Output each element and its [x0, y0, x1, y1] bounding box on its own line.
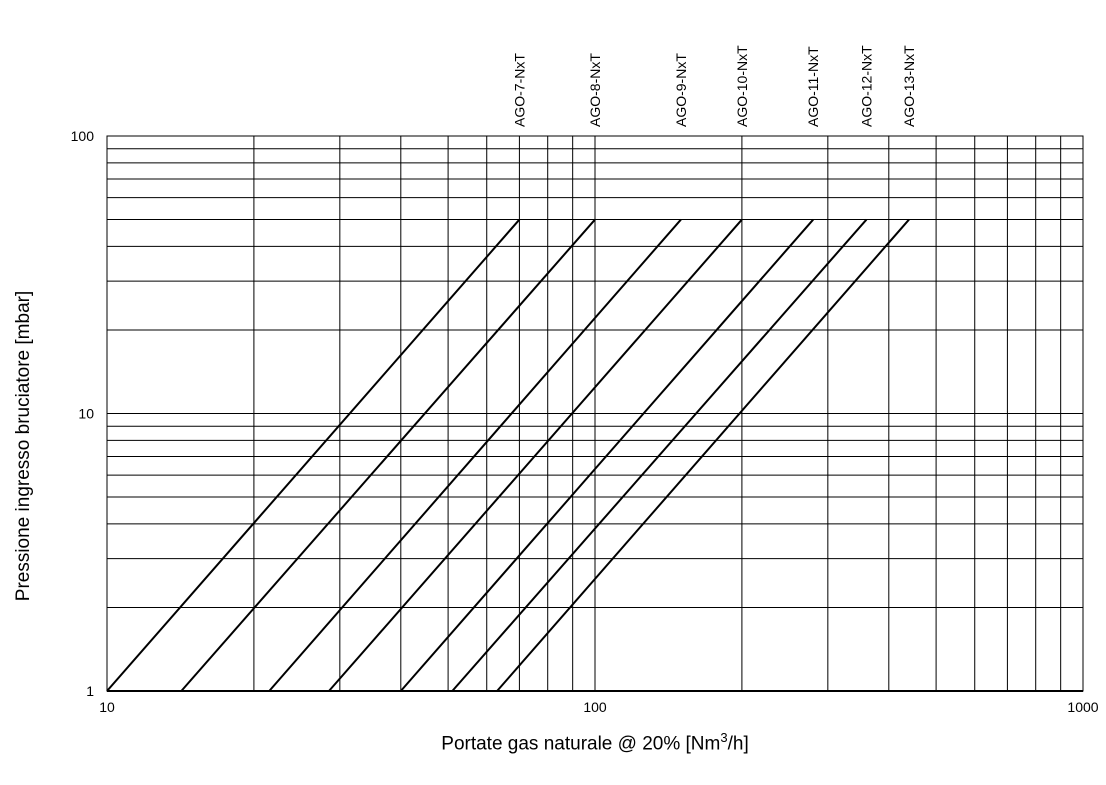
y-tick-label: 100 — [71, 128, 95, 144]
series-label-AGO-10-NxT: AGO-10-NxT — [734, 45, 750, 127]
series-lines — [106, 218, 910, 692]
series-line-AGO-8-NxT — [180, 218, 596, 692]
x-axis-title: Portate gas naturale @ 20% [Nm3/h] — [441, 730, 749, 755]
x-tick-label: 100 — [583, 699, 607, 715]
series-label-AGO-9-NxT: AGO-9-NxT — [673, 53, 689, 127]
series-label-AGO-13-NxT: AGO-13-NxT — [901, 45, 917, 127]
series-label-AGO-7-NxT: AGO-7-NxT — [511, 53, 527, 127]
tick-labels: 10 100 1000 1 10 100 — [71, 128, 1099, 715]
grid — [106, 135, 1084, 692]
x-tick-label: 10 — [99, 699, 115, 715]
series-labels: AGO-7-NxT AGO-8-NxT AGO-9-NxT AGO-10-NxT AGO… — [511, 45, 917, 127]
y-tick-label: 10 — [78, 406, 94, 422]
series-line-AGO-7-NxT — [106, 218, 521, 692]
x-tick-label: 1000 — [1067, 699, 1098, 715]
series-label-AGO-8-NxT: AGO-8-NxT — [587, 53, 603, 127]
series-line-AGO-9-NxT — [268, 218, 682, 692]
series-label-AGO-11-NxT: AGO-11-NxT — [805, 46, 821, 127]
series-line-AGO-11-NxT — [400, 218, 814, 692]
series-label-AGO-12-NxT: AGO-12-NxT — [858, 45, 874, 127]
y-axis-title: Pressione ingresso bruciatore [mbar] — [13, 291, 34, 601]
y-tick-label: 1 — [86, 683, 94, 699]
series-line-AGO-12-NxT — [451, 218, 868, 692]
series-line-AGO-13-NxT — [496, 218, 910, 692]
series-line-AGO-10-NxT — [328, 218, 743, 692]
